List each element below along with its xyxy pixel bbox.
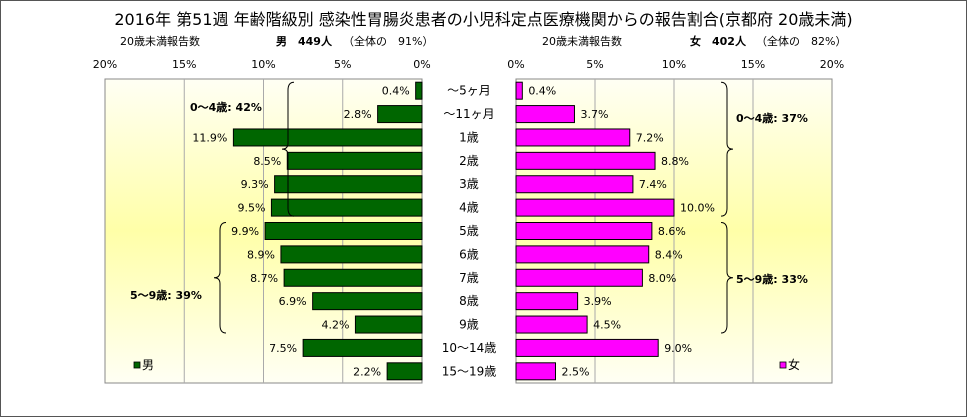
female-value-label: 9.0% (664, 342, 692, 355)
male-axis-tick: 20% (93, 58, 117, 71)
female-value-label: 8.8% (661, 155, 689, 168)
male-bar (270, 198, 423, 217)
female-value-label: 8.6% (658, 225, 686, 238)
male-total-count: 449人 (298, 35, 332, 48)
male-value-label: 11.9% (192, 131, 227, 144)
female-value-label: 8.0% (648, 272, 676, 285)
male-total-label: 20歳未満報告数 (120, 35, 200, 48)
male-axis-tick: 0% (413, 58, 430, 71)
male-bar (286, 151, 423, 170)
category-label: 3歳 (459, 177, 479, 191)
male-axis-tick: 15% (172, 58, 196, 71)
female-bar (515, 222, 653, 240)
male-value-label: 2.2% (353, 365, 381, 378)
female-value-label: 3.7% (580, 108, 608, 121)
category-label: 7歳 (459, 271, 479, 285)
female-value-label: 7.4% (639, 178, 667, 191)
legend-female-label: 女 (788, 357, 800, 372)
legend-female-swatch (779, 361, 787, 369)
male-value-label: 2.8% (344, 108, 372, 121)
female-total-label: 20歳未満報告数 (542, 35, 622, 48)
female-total-share: （全体の 82%） (756, 35, 847, 48)
male-bar (415, 81, 423, 100)
female-value-label: 3.9% (584, 295, 612, 308)
category-label: 2歳 (459, 154, 479, 168)
male-5-9-brace (213, 222, 227, 334)
male-group-0-4: 0～4歳: 42% (190, 100, 262, 114)
male-sex-label: 男 (276, 35, 287, 48)
female-bar (515, 362, 556, 381)
category-label: ～11ヶ月 (443, 107, 494, 121)
male-bar (386, 362, 423, 381)
female-value-label: 4.5% (593, 319, 621, 332)
female-bar (515, 151, 656, 170)
female-sex-label: 女 (690, 35, 701, 48)
female-value-label: 2.5% (562, 365, 590, 378)
male-group-5-9: 5～9歳: 39% (130, 288, 202, 302)
male-bar (283, 268, 423, 287)
male-value-label: 0.4% (382, 85, 410, 98)
male-value-label: 9.3% (241, 178, 269, 191)
female-bar (515, 292, 579, 311)
male-value-label: 8.5% (253, 155, 281, 168)
female-bar (515, 81, 523, 100)
male-value-label: 4.2% (321, 319, 349, 332)
chart-title: 2016年 第51週 年齢階級別 感染性胃腸炎患者の小児科定点医療機関からの報告… (114, 10, 853, 29)
male-0-4-brace (281, 81, 295, 217)
male-bar (312, 292, 423, 311)
category-label: 9歳 (459, 318, 479, 332)
male-bar (354, 315, 423, 334)
female-axis-tick: 0% (507, 58, 524, 71)
male-axis-tick: 10% (251, 58, 275, 71)
category-label: 15～19歳 (442, 364, 497, 378)
female-bar (515, 128, 631, 147)
legend-male-label: 男 (142, 358, 154, 372)
category-label: 10～14歳 (442, 341, 497, 355)
male-value-label: 6.9% (279, 295, 307, 308)
legend-male-swatch (133, 361, 141, 369)
category-label: 1歳 (459, 130, 479, 144)
female-total-count: 402人 (712, 35, 746, 48)
female-bar (515, 198, 675, 217)
male-bar (302, 338, 423, 357)
category-label: 5歳 (459, 224, 479, 238)
female-group-0-4: 0～4歳: 37% (736, 111, 808, 125)
female-axis-tick: 20% (820, 58, 844, 71)
female-bar (515, 105, 575, 124)
female-group-5-9: 5～9歳: 33% (736, 272, 808, 286)
male-value-label: 8.9% (247, 248, 275, 261)
category-label: ～5ヶ月 (447, 84, 491, 98)
female-bar (515, 268, 643, 287)
female-bar (515, 315, 588, 334)
female-0-4-brace (720, 81, 734, 217)
male-bar (264, 222, 423, 240)
female-value-label: 0.4% (528, 85, 556, 98)
category-label: 8歳 (459, 294, 479, 308)
male-value-label: 9.5% (237, 202, 265, 215)
female-5-9-brace (720, 222, 734, 334)
male-bar (232, 128, 423, 147)
category-label: 4歳 (459, 201, 479, 215)
female-bar (515, 245, 650, 264)
male-total-share: （全体の 91%） (343, 35, 434, 48)
female-bar (515, 338, 659, 357)
female-value-label: 8.4% (655, 248, 683, 261)
female-axis-tick: 15% (741, 58, 765, 71)
male-value-label: 9.9% (231, 225, 259, 238)
category-label: 6歳 (459, 247, 479, 261)
female-bar (515, 175, 634, 194)
male-value-label: 8.7% (250, 272, 278, 285)
female-axis-tick: 5% (586, 58, 603, 71)
female-value-label: 7.2% (636, 131, 664, 144)
female-axis-tick: 10% (662, 58, 686, 71)
female-value-label: 10.0% (680, 202, 715, 215)
male-value-label: 7.5% (269, 342, 297, 355)
male-axis-tick: 5% (334, 58, 351, 71)
male-bar (377, 105, 423, 124)
male-bar (280, 245, 423, 264)
male-bar (274, 175, 423, 194)
